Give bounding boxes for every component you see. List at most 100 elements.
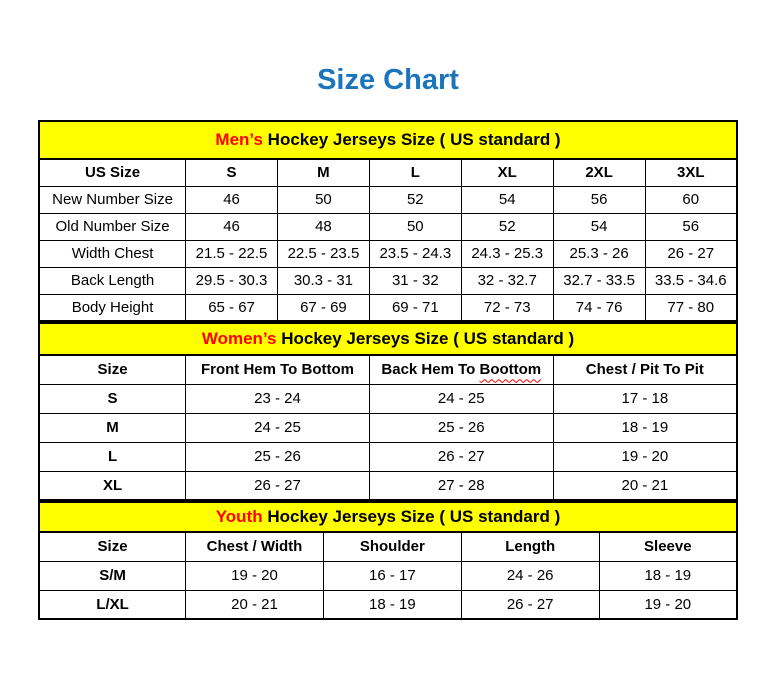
row-label: S/M [38, 560, 187, 591]
table-cell: 65 - 67 [185, 293, 278, 322]
mens-size-table: US Size S M L XL 2XL 3XL New Number Size 46 50 52 5… [38, 158, 738, 322]
table-cell: 23.5 - 24.3 [368, 239, 462, 268]
table-cell: 46 [185, 185, 278, 214]
womens-section: Women’s Hockey Jerseys Size ( US standar… [38, 322, 738, 501]
table-row: L 25 - 26 26 - 27 19 - 20 [38, 441, 738, 472]
table-row: Body Height 65 - 67 67 - 69 69 - 71 72 - 73 7… [38, 293, 738, 322]
table-cell: 32.7 - 33.5 [552, 266, 646, 295]
column-header: 3XL [644, 158, 738, 187]
column-header: Size [38, 531, 187, 562]
table-cell: 21.5 - 22.5 [185, 239, 278, 268]
table-cell: 52 [460, 212, 554, 241]
table-cell: 50 [276, 185, 370, 214]
table-row: Old Number Size 46 48 50 52 54 56 [38, 212, 738, 241]
table-cell: 24.3 - 25.3 [460, 239, 554, 268]
table-cell: 24 - 25 [368, 383, 554, 414]
column-header: 2XL [552, 158, 646, 187]
table-cell: 25 - 26 [368, 412, 554, 443]
table-cell: 17 - 18 [552, 383, 738, 414]
table-cell: 31 - 32 [368, 266, 462, 295]
column-header: Chest / Pit To Pit [552, 354, 738, 385]
page-title: Size Chart [317, 64, 459, 96]
table-cell: 18 - 19 [552, 412, 738, 443]
misspelled-word: Boottom [479, 361, 542, 379]
row-label: M [38, 412, 187, 443]
womens-size-table: Size Front Hem To Bottom Back Hem To Boott… [38, 354, 738, 501]
column-header: US Size [38, 158, 187, 187]
column-header: Sleeve [598, 531, 738, 562]
header-row: Size Chest / Width Shoulder Length Sleeve [38, 531, 738, 562]
table-cell: 26 - 27 [368, 441, 554, 472]
table-cell: 56 [552, 185, 646, 214]
table-cell: 27 - 28 [368, 470, 554, 501]
table-cell: 16 - 17 [322, 560, 462, 591]
column-header: S [185, 158, 278, 187]
table-cell: 67 - 69 [276, 293, 370, 322]
table-cell: 18 - 19 [322, 589, 462, 620]
column-header: Back Hem To Boottom [368, 354, 554, 385]
table-cell: 25 - 26 [185, 441, 370, 472]
row-label: L [38, 441, 187, 472]
table-cell: 20 - 21 [185, 589, 324, 620]
table-cell: 26 - 27 [460, 589, 600, 620]
mens-title-highlight: Men’s [215, 130, 263, 149]
youth-section: Youth Hockey Jerseys Size ( US standard … [38, 501, 738, 620]
column-header: Front Hem To Bottom [185, 354, 370, 385]
table-cell: 19 - 20 [552, 441, 738, 472]
youth-size-table: Size Chest / Width Shoulder Length Sleeve S/M… [38, 531, 738, 620]
womens-title-rest: Hockey Jerseys Size ( US standard ) [276, 329, 575, 348]
row-label: New Number Size [38, 185, 187, 214]
table-cell: 54 [552, 212, 646, 241]
table-cell: 22.5 - 23.5 [276, 239, 370, 268]
table-cell: 26 - 27 [185, 470, 370, 501]
size-chart: Men’s Hockey Jerseys Size ( US standard … [38, 120, 738, 620]
table-cell: 19 - 20 [185, 560, 324, 591]
table-cell: 77 - 80 [644, 293, 738, 322]
table-cell: 24 - 26 [460, 560, 600, 591]
youth-title-highlight: Youth [215, 507, 263, 526]
column-header: M [276, 158, 370, 187]
table-cell: 25.3 - 26 [552, 239, 646, 268]
row-label: S [38, 383, 187, 414]
table-cell: 52 [368, 185, 462, 214]
table-row: S 23 - 24 24 - 25 17 - 18 [38, 383, 738, 414]
table-cell: 72 - 73 [460, 293, 554, 322]
table-cell: 24 - 25 [185, 412, 370, 443]
mens-section-title-band: Men’s Hockey Jerseys Size ( US standard … [38, 120, 738, 158]
table-cell: 46 [185, 212, 278, 241]
womens-section-title-band: Women’s Hockey Jerseys Size ( US standar… [38, 322, 738, 354]
youth-title-rest: Hockey Jerseys Size ( US standard ) [262, 507, 561, 526]
mens-title-rest: Hockey Jerseys Size ( US standard ) [262, 130, 561, 149]
column-header: XL [460, 158, 554, 187]
header-row: US Size S M L XL 2XL 3XL [38, 158, 738, 187]
column-header: Length [460, 531, 600, 562]
table-cell: 23 - 24 [185, 383, 370, 414]
womens-title-highlight: Women’s [201, 329, 277, 348]
table-cell: 60 [644, 185, 738, 214]
column-header: Chest / Width [185, 531, 324, 562]
row-label: Old Number Size [38, 212, 187, 241]
table-row: Width Chest 21.5 - 22.5 22.5 - 23.5 23.5 - … [38, 239, 738, 268]
mens-section: Men’s Hockey Jerseys Size ( US standard … [38, 120, 738, 322]
column-header: Size [38, 354, 187, 385]
column-header: Shoulder [322, 531, 462, 562]
table-cell: 20 - 21 [552, 470, 738, 501]
header-row: Size Front Hem To Bottom Back Hem To Boott… [38, 354, 738, 385]
table-cell: 32 - 32.7 [460, 266, 554, 295]
table-cell: 54 [460, 185, 554, 214]
table-cell: 19 - 20 [598, 589, 738, 620]
row-label: L/XL [38, 589, 187, 620]
table-cell: 29.5 - 30.3 [185, 266, 278, 295]
table-cell: 56 [644, 212, 738, 241]
table-row: XL 26 - 27 27 - 28 20 - 21 [38, 470, 738, 501]
table-cell: 18 - 19 [598, 560, 738, 591]
row-label: Body Height [38, 293, 187, 322]
table-cell: 74 - 76 [552, 293, 646, 322]
table-row: S/M 19 - 20 16 - 17 24 - 26 18 - 19 [38, 560, 738, 591]
row-label: XL [38, 470, 187, 501]
table-row: L/XL 20 - 21 18 - 19 26 - 27 19 - 20 [38, 589, 738, 620]
row-label: Width Chest [38, 239, 187, 268]
table-cell: 48 [276, 212, 370, 241]
table-cell: 33.5 - 34.6 [644, 266, 738, 295]
